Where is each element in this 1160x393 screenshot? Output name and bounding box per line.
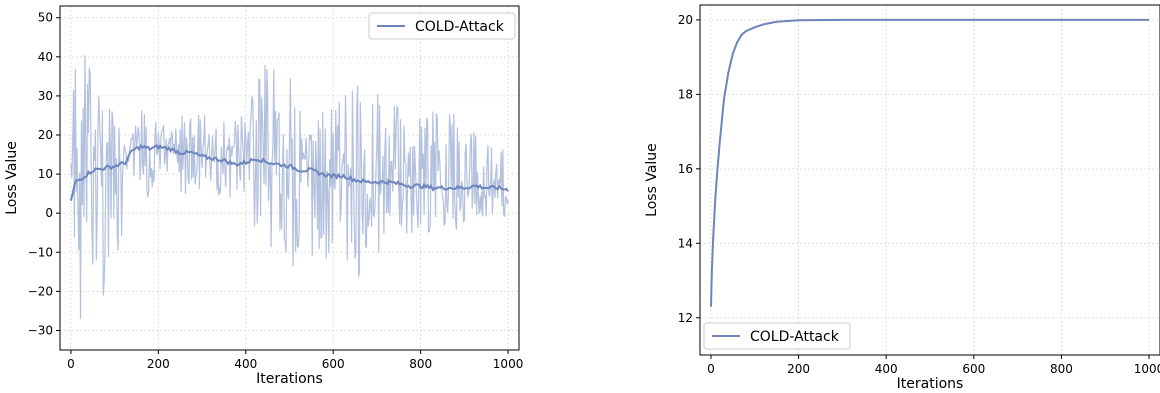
series-line [69,143,509,201]
y-tick-label: 18 [678,87,693,101]
y-tick-label: 12 [678,311,693,325]
legend-label: COLD-Attack [750,329,840,345]
y-tick-label: 16 [678,162,693,176]
y-axis-label: Loss Value [644,143,660,217]
y-axis-label: Loss Value [4,141,20,215]
x-tick-label: 600 [962,362,985,376]
x-tick-label: 1000 [493,357,524,371]
noise-band [70,55,509,320]
y-tick-label: 0 [45,206,53,220]
y-tick-label: 40 [38,50,53,64]
right-chart: 0 200 400 600 800 1000 12 14 16 18 20 Iterations Los… [644,4,1160,392]
y-tick-label: 10 [38,167,53,181]
x-tick-label: 0 [707,362,715,376]
left-chart: 0 200 400 600 800 1000 −30 −20 −10 0 10 20 30 40 50 Ite… [4,5,524,387]
legend-box [703,322,851,350]
y-tick-label: 20 [38,128,53,142]
y-tick-label: 50 [38,11,53,25]
x-axis-label: Iterations [256,371,323,387]
x-tick-label: 400 [234,357,257,371]
x-tick-label: 800 [1050,362,1073,376]
x-tick-label: 200 [787,362,810,376]
x-tick-label: 0 [67,357,75,371]
plot-frame [699,4,1160,356]
x-tick-label: 1000 [1134,362,1160,376]
y-tick-label: 30 [38,89,53,103]
y-tick-label: 20 [678,13,693,27]
legend-label: COLD-Attack [415,19,505,35]
x-axis-label: Iterations [897,376,964,392]
series-line [710,18,1149,307]
x-tick-label: 800 [409,357,432,371]
y-tick-label: −30 [28,323,53,337]
legend-box [368,12,516,40]
y-tick-label: −10 [28,245,53,259]
x-tick-label: 400 [875,362,898,376]
plot-frame [59,5,520,351]
y-tick-label: 14 [678,236,693,250]
x-tick-label: 200 [147,357,170,371]
y-tick-label: −20 [28,284,53,298]
x-tick-label: 600 [322,357,345,371]
